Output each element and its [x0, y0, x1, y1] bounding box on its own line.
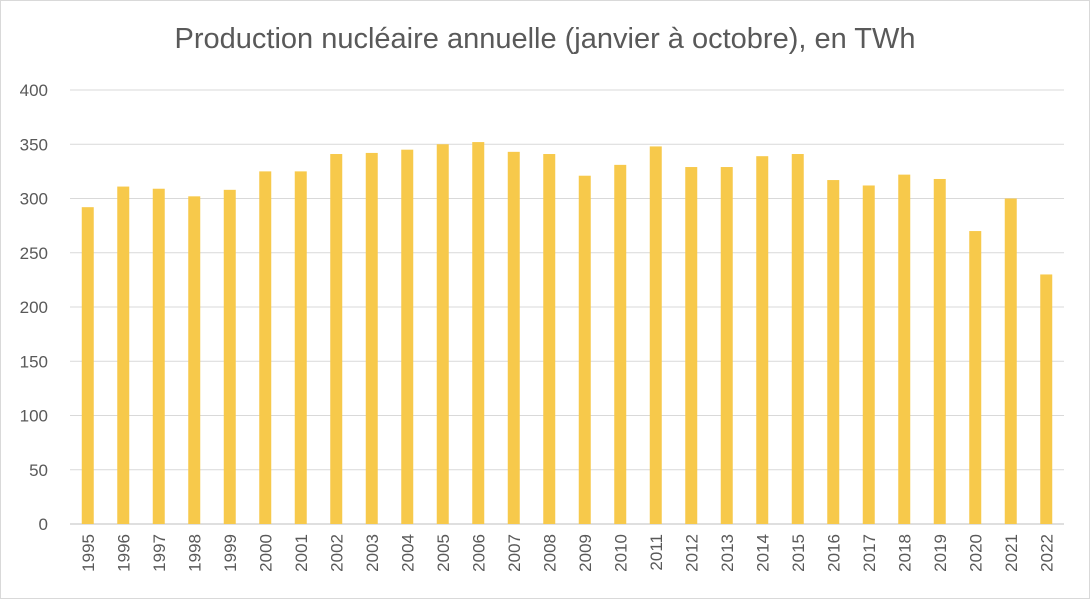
- bar-2013: [720, 167, 733, 524]
- bar-2020: [969, 231, 982, 525]
- bar-2014: [756, 156, 769, 524]
- bar-2006: [472, 142, 485, 524]
- x-tick-label: 2013: [718, 534, 737, 572]
- bar-2016: [827, 180, 840, 524]
- x-tick-label: 2014: [753, 534, 772, 572]
- x-tick-label: 2010: [611, 534, 630, 572]
- x-tick-label: 2012: [682, 534, 701, 572]
- x-tick-label: 1995: [79, 534, 98, 572]
- x-tick-label: 1997: [150, 534, 169, 572]
- bar-2019: [933, 178, 946, 524]
- bars: [81, 142, 1053, 525]
- x-tick-label: 1996: [114, 534, 133, 572]
- x-tick-label: 2020: [966, 534, 985, 572]
- x-tick-label: 2021: [1002, 534, 1021, 572]
- bar-2015: [791, 154, 804, 524]
- x-tick-label: 2002: [327, 534, 346, 572]
- bar-1999: [223, 189, 236, 524]
- x-tick-label: 2003: [363, 534, 382, 572]
- y-tick-label: 300: [20, 190, 48, 209]
- x-tick-label: 2006: [469, 534, 488, 572]
- x-tick-label: 1998: [185, 534, 204, 572]
- x-tick-label: 2008: [540, 534, 559, 572]
- x-tick-label: 2007: [505, 534, 524, 572]
- bar-2001: [294, 171, 307, 524]
- y-tick-label: 350: [20, 135, 48, 154]
- gridlines: [70, 89, 1064, 525]
- x-tick-label: 2001: [292, 534, 311, 572]
- y-tick-label: 100: [20, 407, 48, 426]
- x-tick-label: 2004: [398, 534, 417, 572]
- y-tick-label: 50: [29, 461, 48, 480]
- y-tick-label: 0: [39, 515, 48, 534]
- bar-2000: [259, 171, 272, 524]
- bar-2009: [578, 175, 591, 524]
- bar-2021: [1004, 198, 1017, 524]
- bar-2017: [862, 185, 875, 525]
- x-tick-label: 2015: [789, 534, 808, 572]
- y-tick-label: 400: [20, 81, 48, 100]
- bar-2008: [543, 154, 556, 524]
- bar-2004: [401, 149, 414, 525]
- bar-2018: [898, 174, 911, 524]
- bar-1996: [117, 186, 130, 524]
- x-tick-label: 2011: [647, 534, 666, 571]
- x-tick-label: 2018: [895, 534, 914, 572]
- x-axis-ticks: 1995 1996 1997 1998 1999 2000 2001 2002 2003 2004…: [79, 534, 1057, 572]
- chart-title: Production nucléaire annuelle (janvier à…: [174, 23, 916, 55]
- bar-2003: [365, 152, 378, 524]
- bar-1995: [81, 207, 94, 524]
- x-tick-label: 2009: [576, 534, 595, 572]
- bar-2012: [685, 167, 698, 524]
- y-tick-label: 250: [20, 244, 48, 263]
- x-tick-label: 2000: [256, 534, 275, 572]
- bar-2002: [330, 154, 343, 524]
- bar-2005: [436, 144, 449, 524]
- bar-1997: [152, 188, 165, 525]
- bar-2010: [614, 164, 627, 525]
- y-axis-ticks: 0 50 100 150 200 250 300 350 400: [20, 81, 48, 534]
- bar-2011: [649, 146, 662, 525]
- y-tick-label: 150: [20, 352, 48, 371]
- x-tick-label: 2022: [1037, 534, 1056, 572]
- bar-2022: [1040, 274, 1053, 524]
- x-tick-label: 2019: [931, 534, 950, 572]
- x-tick-label: 1999: [221, 534, 240, 572]
- bar-1998: [188, 196, 201, 524]
- x-tick-label: 2016: [824, 534, 843, 572]
- x-tick-label: 2005: [434, 534, 453, 572]
- y-tick-label: 200: [20, 298, 48, 317]
- bar-2007: [507, 151, 520, 524]
- x-tick-label: 2017: [860, 534, 879, 572]
